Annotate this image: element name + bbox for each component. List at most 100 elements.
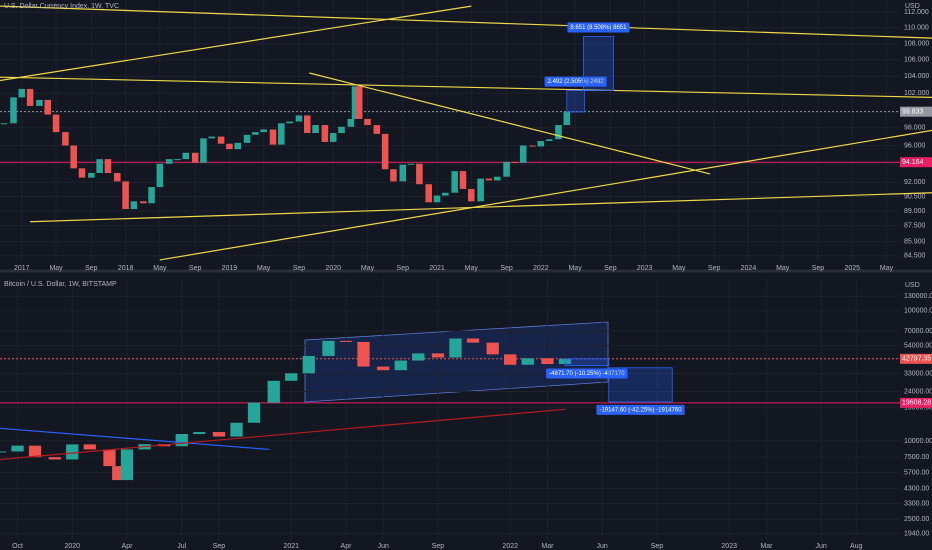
y-tick-label: 130000.00 xyxy=(904,293,932,300)
candle xyxy=(537,141,545,147)
candle xyxy=(493,176,501,181)
candle xyxy=(468,188,475,202)
candle xyxy=(373,125,381,134)
candle xyxy=(504,354,517,365)
y-tick-label: 24000.00 xyxy=(904,388,932,395)
measure-box xyxy=(566,90,585,113)
candle xyxy=(285,373,298,381)
candle xyxy=(433,195,441,203)
x-tick-label: Mar xyxy=(760,543,773,550)
trendline xyxy=(0,76,932,98)
x-tick-label: Jun xyxy=(597,543,608,550)
x-tick-label: Oct xyxy=(12,543,23,550)
y-tick-label: 85.900 xyxy=(904,238,926,245)
x-tick-label: May xyxy=(568,265,582,272)
candle xyxy=(0,451,7,453)
candle xyxy=(459,171,467,189)
axis-unit: USD xyxy=(905,282,920,289)
candle xyxy=(511,161,519,163)
candle xyxy=(302,355,315,374)
x-tick-label: Jul xyxy=(177,543,186,550)
candle xyxy=(36,99,43,106)
y-tick-label: 96.000 xyxy=(904,142,926,149)
candle xyxy=(541,358,554,365)
candle xyxy=(182,152,190,160)
x-tick-label: 2022 xyxy=(502,543,518,550)
candle xyxy=(486,342,499,355)
price-tag xyxy=(900,106,932,117)
candle xyxy=(521,358,534,365)
measure-label: -19147.60 (-42.25%) -1914760 xyxy=(599,407,682,413)
x-tick-label: 2017 xyxy=(14,265,30,272)
candle xyxy=(545,139,553,142)
candle xyxy=(503,161,510,177)
candle xyxy=(83,444,96,450)
candle xyxy=(165,159,173,164)
candle xyxy=(364,118,371,126)
candle xyxy=(451,171,458,193)
trendline xyxy=(0,5,472,82)
candle xyxy=(555,125,562,140)
x-tick-label: 2020 xyxy=(325,265,341,272)
candle xyxy=(122,181,129,210)
candle xyxy=(269,129,277,145)
candle xyxy=(10,97,17,124)
candle xyxy=(96,159,103,173)
measure-box xyxy=(582,36,614,91)
candle xyxy=(130,201,138,210)
measure-tag xyxy=(544,76,607,87)
measure-label: 8.651 (8.508%) 8651 xyxy=(570,25,627,31)
x-tick-label: Apr xyxy=(122,543,134,550)
y-tick-label: 5700.00 xyxy=(904,470,929,477)
chart-title: U.S. Dollar Currency Index, 1W, TVC xyxy=(4,3,119,10)
candle xyxy=(394,360,407,371)
y-tick-label: 89.000 xyxy=(904,208,926,215)
candle xyxy=(120,449,134,481)
measure-box xyxy=(564,358,610,366)
candle xyxy=(247,402,261,423)
candle xyxy=(139,201,147,204)
price-tag xyxy=(900,157,932,168)
measure-label: 2.492 (2.505%) 2492 xyxy=(548,79,605,85)
x-tick-label: Jun xyxy=(816,543,827,550)
candle xyxy=(48,457,61,460)
x-tick-label: 2025 xyxy=(844,265,860,272)
candle xyxy=(399,164,407,182)
y-tick-label: 7500.00 xyxy=(904,454,929,461)
candle xyxy=(212,432,226,437)
trendline xyxy=(309,72,711,175)
x-tick-label: 2020 xyxy=(64,543,80,550)
candle xyxy=(217,136,225,144)
candle xyxy=(519,145,527,163)
y-tick-label: 18000.00 xyxy=(904,405,932,412)
candle xyxy=(563,111,571,126)
y-tick-label: 87.500 xyxy=(904,223,926,230)
x-tick-label: Sep xyxy=(500,265,513,272)
x-tick-label: May xyxy=(880,265,894,272)
candle xyxy=(431,353,445,358)
candle xyxy=(295,115,303,122)
y-tick-label: 70000.00 xyxy=(904,328,932,335)
candle xyxy=(11,445,24,452)
x-tick-label: 2019 xyxy=(222,265,238,272)
y-tick-label: 112.000 xyxy=(904,9,929,16)
candle xyxy=(114,172,121,182)
candle xyxy=(230,422,243,437)
x-tick-label: 2024 xyxy=(741,265,757,272)
candle xyxy=(339,340,353,342)
candle xyxy=(148,187,155,204)
candle xyxy=(412,353,425,361)
candle xyxy=(104,159,112,173)
x-tick-label: Apr xyxy=(341,543,353,550)
candle xyxy=(174,159,181,161)
candle xyxy=(200,138,207,163)
candle xyxy=(390,169,397,182)
measure-label: -4871.70 (-10.25%) -487170 xyxy=(549,371,625,377)
candle xyxy=(26,88,34,106)
x-tick-label: May xyxy=(153,265,167,272)
y-tick-label: 100000.00 xyxy=(904,308,932,315)
candle xyxy=(321,125,329,142)
trendline xyxy=(0,427,270,451)
